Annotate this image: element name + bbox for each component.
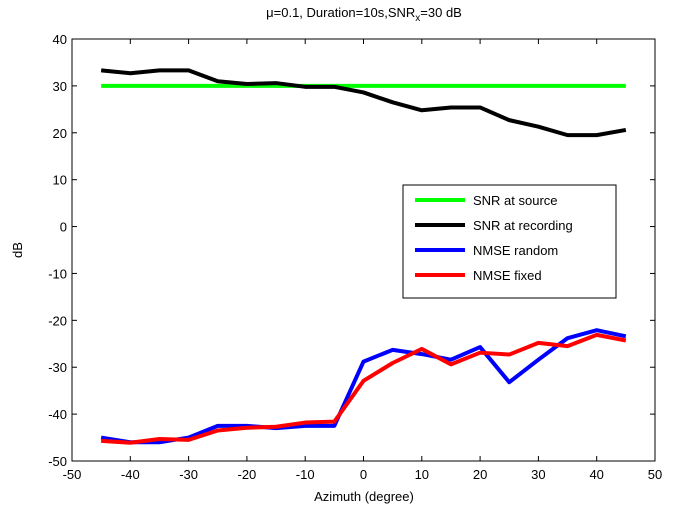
y-tick-label: 30 [53,79,67,94]
x-tick-label: 50 [648,467,662,482]
y-tick-label: 0 [60,220,67,235]
x-tick-label: -20 [238,467,257,482]
x-axis-label: Azimuth (degree) [314,489,414,504]
y-tick-label: -20 [48,313,67,328]
x-tick-label: -10 [296,467,315,482]
x-tick-label: 30 [531,467,545,482]
y-tick-label: -10 [48,266,67,281]
x-tick-label: 40 [589,467,603,482]
legend-label-nmse-random: NMSE random [473,243,558,258]
x-tick-label: 20 [473,467,487,482]
x-tick-label: 10 [415,467,429,482]
x-tick-label: -50 [63,467,82,482]
series-line-snr-at-recording [100,68,627,138]
series-layer [100,68,627,445]
y-tick-label: -30 [48,360,67,375]
series-line-nmse-random [100,328,627,445]
x-tick-label: -30 [179,467,198,482]
x-axis: -50 -40 -30 -20 -10 0 10 20 30 40 50 [63,39,662,482]
y-tick-label: -50 [48,454,67,469]
y-axis-label: dB [10,242,25,258]
chart-title: μ=0.1, Duration=10s,SNRx=30 dB [266,5,462,24]
legend: SNR at source SNR at recording NMSE random… [402,184,617,299]
legend-label-snr-at-recording: SNR at recording [473,218,573,233]
y-tick-label: 20 [53,126,67,141]
y-tick-label: -40 [48,407,67,422]
y-tick-label: 40 [53,32,67,47]
x-tick-label: -40 [121,467,140,482]
legend-label-snr-at-source: SNR at source [473,193,558,208]
y-axis: -50 -40 -30 -20 -10 0 10 20 30 40 [48,32,655,469]
series-line-nmse-fixed [101,332,627,445]
legend-label-nmse-fixed: NMSE fixed [473,268,542,283]
y-tick-label: 10 [53,173,67,188]
x-tick-label: 0 [360,467,367,482]
legend-box [402,184,617,299]
